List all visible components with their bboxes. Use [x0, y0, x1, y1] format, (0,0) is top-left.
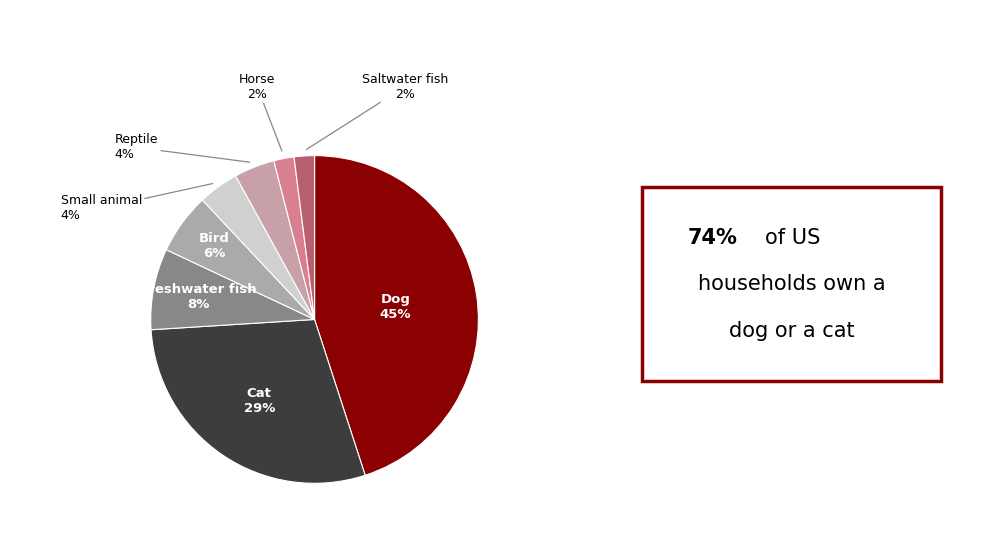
- Text: Saltwater fish
2%: Saltwater fish 2%: [307, 73, 448, 149]
- Text: Horse
2%: Horse 2%: [239, 73, 282, 151]
- Text: 74%: 74%: [687, 227, 737, 247]
- Wedge shape: [150, 250, 315, 330]
- Text: households own a: households own a: [698, 274, 885, 294]
- Wedge shape: [274, 157, 315, 320]
- Text: Dog
45%: Dog 45%: [379, 292, 411, 321]
- Text: Reptile
4%: Reptile 4%: [115, 134, 250, 162]
- Wedge shape: [294, 155, 315, 320]
- Wedge shape: [202, 176, 315, 320]
- Text: Small animal
4%: Small animal 4%: [61, 184, 212, 222]
- Wedge shape: [151, 320, 366, 483]
- Text: Freshwater fish
8%: Freshwater fish 8%: [141, 284, 257, 311]
- Text: Cat
29%: Cat 29%: [244, 387, 275, 415]
- Wedge shape: [236, 161, 315, 320]
- Wedge shape: [315, 155, 479, 475]
- Text: of US: of US: [766, 227, 821, 247]
- Text: Bird
6%: Bird 6%: [199, 232, 229, 260]
- Text: dog or a cat: dog or a cat: [728, 321, 854, 341]
- FancyBboxPatch shape: [642, 187, 941, 382]
- Wedge shape: [166, 200, 315, 320]
